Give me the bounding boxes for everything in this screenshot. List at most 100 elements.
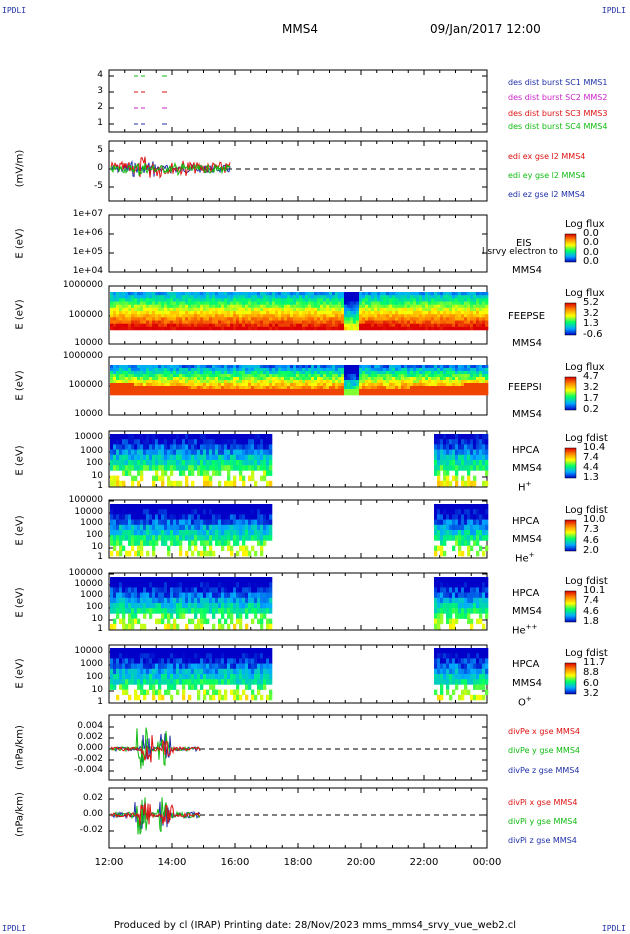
hpca_he2-cell [122, 608, 126, 614]
hpca_he-cell [143, 530, 147, 536]
feepse-cell [263, 314, 267, 318]
feepse-cell [407, 320, 411, 324]
feepse-cell [206, 295, 210, 299]
feepse-cell [170, 311, 174, 315]
hpca_h-cell [188, 465, 192, 471]
feepse-cell [266, 295, 270, 299]
feepse-cell [446, 307, 450, 312]
feepsi-cell [194, 371, 198, 375]
hpca_he2-cell [155, 597, 159, 604]
feepsi-cell [410, 365, 414, 369]
feepsi-cell [350, 374, 354, 378]
feepsi-cell [149, 374, 153, 378]
feepse-cell [434, 323, 438, 328]
hpca_he2-cell [155, 592, 159, 599]
feepsi-cell [368, 371, 372, 375]
feepsi-cell [443, 380, 447, 384]
hpca_h-cell [122, 439, 126, 445]
hpca_h-cell [434, 444, 438, 450]
feepse-cell [308, 307, 312, 312]
hpca_h-cell [164, 454, 168, 461]
feepse-cell [413, 304, 417, 309]
feepse-cell [365, 323, 369, 328]
feepse-cell [188, 314, 192, 318]
feepsi-cell [164, 389, 168, 393]
feepsi-cell [317, 383, 321, 387]
hpca_he-cell [200, 524, 204, 531]
feepsi-cell [191, 392, 195, 396]
feepse-cell [224, 295, 228, 299]
hpca_he-cell [197, 514, 201, 520]
hpca_he2-cell [209, 592, 213, 599]
feepse-cell [317, 323, 321, 328]
feepse-cell [473, 317, 477, 321]
hpca_h-cell [251, 444, 255, 450]
feepse-cell [305, 320, 309, 324]
feepse-cell [380, 311, 384, 315]
hpca_h-cell [263, 465, 267, 471]
feepse-cell [314, 323, 318, 328]
hpca_he-cell [173, 540, 177, 546]
hpca_h-cell [182, 470, 186, 476]
hpca_h-cell [224, 434, 228, 440]
feepsi-cell [155, 374, 159, 378]
feepse-cell [320, 317, 324, 321]
feepsi-cell [182, 386, 186, 390]
feepse-cell [194, 314, 198, 318]
hpca_he-cell [119, 524, 123, 531]
hpca_he-cell [443, 519, 447, 526]
feepse-cell [293, 298, 297, 302]
feepsi-cell [224, 392, 228, 396]
feepsi-cell [134, 377, 138, 381]
hpca_he2-cell [155, 582, 159, 588]
feepse-cell [251, 326, 255, 331]
feepsi-cell [179, 392, 183, 396]
feepsi-cell [185, 392, 189, 396]
feepsi-cell [191, 368, 195, 372]
feepsi-cell [347, 380, 351, 384]
feepse-cell [293, 295, 297, 299]
hpca_h-cell [137, 444, 141, 450]
feepse-cell [485, 307, 489, 312]
feepse-cell [434, 304, 438, 309]
feepsi-cell [395, 365, 399, 369]
hpca_h-cell [461, 444, 465, 450]
hpca_he-cell [245, 524, 249, 531]
feepse-cell [122, 311, 126, 315]
feepsi-cell [119, 386, 123, 390]
feepse-cell [209, 295, 213, 299]
hpca_he-cell [461, 514, 465, 520]
feepsi-cell [383, 368, 387, 372]
hpca_he-cell [164, 530, 168, 536]
feepse-cell [140, 298, 144, 302]
feepse-cell [143, 301, 147, 305]
hpca_h-cell [266, 470, 270, 476]
feepse-cell [206, 292, 210, 296]
hpca_he2-cell [137, 608, 141, 614]
eis-frame [108, 214, 488, 273]
feepse-cell [239, 301, 243, 305]
feepse-cell [482, 326, 486, 331]
feepse-cell [149, 311, 153, 315]
feepse-cell [473, 292, 477, 296]
hpca_he-cell [260, 545, 264, 552]
hpca_he2-cell [158, 577, 162, 583]
feepse-cell [176, 311, 180, 315]
feepsi-cell [131, 371, 135, 375]
feepsi-cell [422, 365, 426, 369]
feepsi-cell [230, 386, 234, 390]
hpca_he-cell [200, 519, 204, 526]
feepse-cell [437, 314, 441, 318]
hpca_he2-cell [212, 623, 216, 630]
feepse-cell [407, 311, 411, 315]
feepse-cell [164, 317, 168, 321]
hpca_h-cell [260, 454, 264, 461]
feepsi-cell [119, 383, 123, 387]
hpca_he-cell [134, 530, 138, 536]
hpca_he-cell [245, 509, 249, 515]
hpca_he-cell [260, 524, 264, 531]
hpca_he2-cell [203, 597, 207, 604]
hpca_he-cell [131, 504, 135, 510]
hpca_h-cell [152, 434, 156, 440]
hpca_he2-cell [203, 603, 207, 609]
